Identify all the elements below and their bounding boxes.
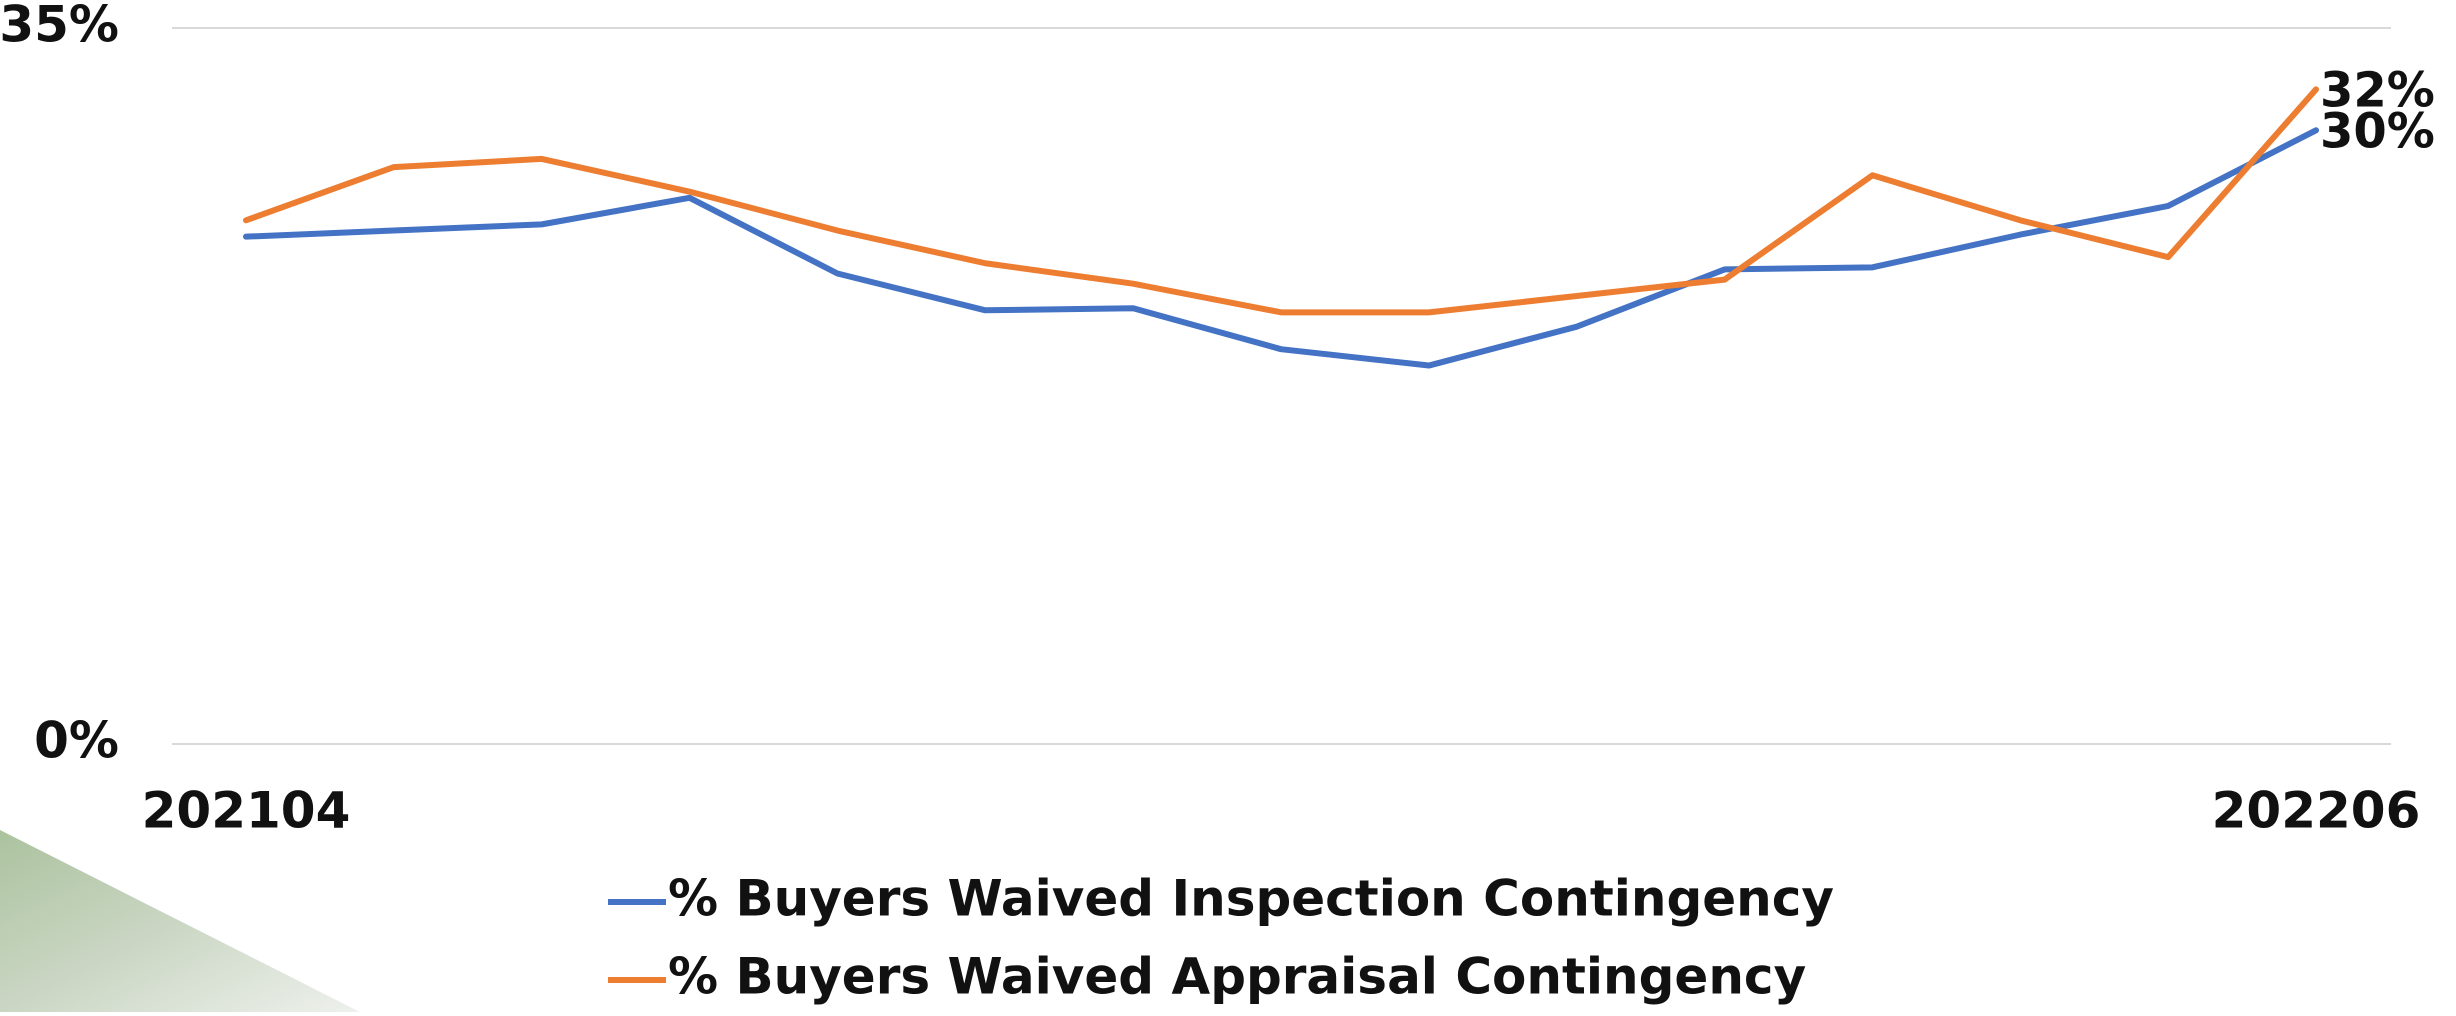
y-tick-label: 35% xyxy=(0,0,119,54)
series-line xyxy=(243,86,2319,316)
background-photo xyxy=(0,830,360,1012)
data-label: 30% xyxy=(2320,103,2435,159)
x-tick-label: 202206 xyxy=(2212,782,2421,840)
x-tick-label: 202104 xyxy=(142,782,351,840)
legend-label: % Buyers Waived Inspection Contingency xyxy=(668,870,1834,928)
data-label: 32% xyxy=(2320,62,2435,118)
series-line xyxy=(243,127,2319,369)
y-tick-label: 0% xyxy=(34,712,119,770)
legend-label: % Buyers Waived Appraisal Contingency xyxy=(668,948,1806,1006)
